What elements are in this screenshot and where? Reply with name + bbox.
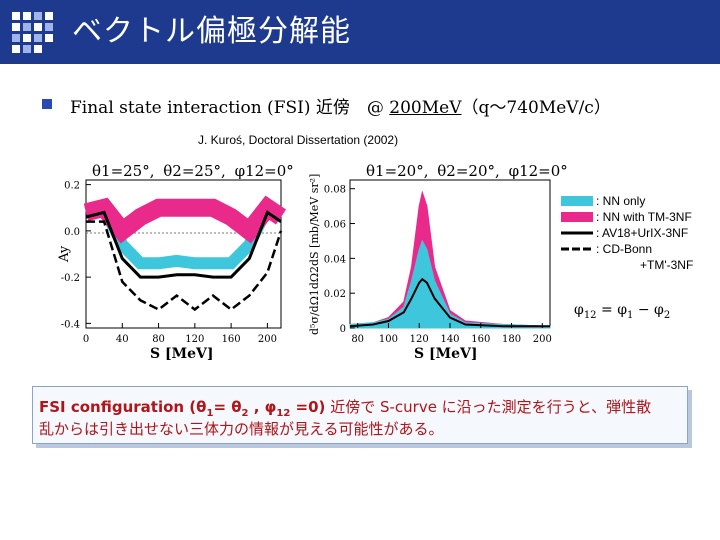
phi-formula: φ12 = φ1 − φ2 xyxy=(574,302,670,321)
right-y-tick-label: 0 xyxy=(340,324,346,335)
note-eq-1: = θ xyxy=(213,398,242,416)
left-y-tick-label: 0.2 xyxy=(64,181,80,192)
left-x-label: S [MeV] xyxy=(150,346,214,362)
left-x-tick-label: 80 xyxy=(152,334,165,345)
right-x-tick-label: 160 xyxy=(471,334,490,345)
left-x-tick-label: 0 xyxy=(83,334,89,345)
right-heading: θ1=20°, θ2=20°, φ12=0° xyxy=(366,162,568,180)
note-bold-1: FSI configuration (θ xyxy=(39,398,207,416)
left-heading-theta1: θ1=25°, xyxy=(92,162,155,180)
phi12-sub: 12 xyxy=(583,309,597,321)
note-box: FSI configuration (θ1= θ2 , φ12 =0) 近傍で … xyxy=(32,386,688,444)
bullet-prefix: Final state interaction (FSI) 近傍 xyxy=(70,98,367,118)
slide-title: ベクトル偏極分解能 xyxy=(72,14,351,49)
note-rest-1: 近傍で S-curve に沿った測定を行うと、弾性散 xyxy=(325,398,652,416)
title-bar: ベクトル偏極分解能 xyxy=(0,0,720,64)
left-heading-phi: φ12=0° xyxy=(235,162,294,180)
right-y-tick-label: 0.08 xyxy=(324,185,346,196)
left-x-tick-label: 160 xyxy=(222,334,241,345)
right-x-tick-label: 140 xyxy=(440,334,459,345)
right-x-tick-label: 180 xyxy=(502,334,521,345)
left-y-tick-label: -0.4 xyxy=(61,319,80,330)
right-x-ticks: 80 100 120 140 160 180 200 xyxy=(351,323,552,345)
note-sub-12: 12 xyxy=(276,408,291,419)
phi2-sub: 2 xyxy=(663,309,671,321)
bullet-at: @ xyxy=(366,98,390,118)
left-series-line xyxy=(85,210,282,279)
right-x-tick-label: 120 xyxy=(410,334,429,345)
right-series-area xyxy=(349,239,551,329)
left-y-ticks: 0.2 0.0 -0.2 -0.4 xyxy=(61,181,91,330)
legend-label: +TM'-3NF xyxy=(640,258,694,272)
right-y-ticks: 0.08 0.06 0.04 0.02 0 xyxy=(324,185,355,335)
legend-swatch xyxy=(561,247,593,251)
right-y-tick-label: 0.02 xyxy=(324,289,346,300)
left-x-tick-label: 40 xyxy=(116,334,129,345)
right-x-label: S [MeV] xyxy=(414,346,478,362)
note-sub-2: 2 xyxy=(241,408,249,419)
note-line-2: 乱からは引き出せない三体力の情報が見える可能性がある。 xyxy=(39,420,444,438)
legend-label: : CD-Bonn xyxy=(596,242,653,256)
note-eq-0: =0) xyxy=(290,398,326,416)
right-x-tick-label: 80 xyxy=(351,334,364,345)
right-y-tick-label: 0.04 xyxy=(324,254,346,265)
note-comma: , φ xyxy=(248,398,277,416)
right-plot-frame xyxy=(349,179,551,329)
right-plot-marks xyxy=(349,190,551,329)
note-line-1: FSI configuration (θ1= θ2 , φ12 =0) 近傍で … xyxy=(39,396,651,419)
left-series-line xyxy=(83,195,287,244)
legend-label: : NN with TM-3NF xyxy=(596,210,692,224)
left-series-line xyxy=(86,220,283,312)
right-y-tick-label: 0.06 xyxy=(324,220,346,231)
left-x-ticks: 0 40 80 120 160 200 xyxy=(83,323,277,345)
legend-swatch xyxy=(561,231,593,235)
right-heading-theta1: θ1=20°, xyxy=(366,162,429,180)
legend-swatch xyxy=(561,212,593,222)
left-y-label: Ay xyxy=(57,245,72,263)
left-heading-theta2: θ2=25°, xyxy=(163,162,226,180)
right-y-label: d⁵σ/dΩ1dΩ2dS [mb/MeV sr²] xyxy=(308,174,321,335)
grid-logo-icon xyxy=(12,12,53,53)
right-heading-phi: φ12=0° xyxy=(509,162,568,180)
left-plot-marks xyxy=(83,195,287,312)
legend-label: : NN only xyxy=(596,194,646,208)
legend-label: : AV18+UrIX-3NF xyxy=(596,226,689,240)
bullet-energy: 200MeV xyxy=(389,98,462,118)
right-series-area xyxy=(349,190,551,329)
phi-equals: = xyxy=(596,302,618,318)
bullet-range: （q～740MeV/c） xyxy=(461,98,611,118)
bullet-marker-icon xyxy=(42,99,52,109)
bullet-text: Final state interaction (FSI) 近傍 @ 200Me… xyxy=(70,93,611,118)
note-sub-1: 1 xyxy=(206,408,214,419)
phi1-sub: 1 xyxy=(627,309,634,321)
right-x-tick-label: 100 xyxy=(379,334,398,345)
left-heading: θ1=25°, θ2=25°, φ12=0° xyxy=(92,162,294,180)
left-y-tick-label: -0.2 xyxy=(61,273,80,284)
right-series-line xyxy=(349,277,550,328)
phi1-symbol: φ xyxy=(617,302,627,318)
left-x-tick-label: 200 xyxy=(258,334,277,345)
phi-minus: − xyxy=(633,302,655,318)
left-x-tick-label: 120 xyxy=(185,334,204,345)
left-plot-frame xyxy=(85,179,282,329)
left-y-tick-label: 0.0 xyxy=(64,227,80,238)
right-x-tick-label: 200 xyxy=(533,334,552,345)
legend-swatch xyxy=(561,196,593,206)
phi2-symbol: φ xyxy=(654,302,664,318)
right-heading-theta2: θ2=20°, xyxy=(437,162,500,180)
citation: J. Kuroś, Doctoral Dissertation (2002) xyxy=(198,133,399,147)
phi12-symbol: φ xyxy=(574,302,584,318)
